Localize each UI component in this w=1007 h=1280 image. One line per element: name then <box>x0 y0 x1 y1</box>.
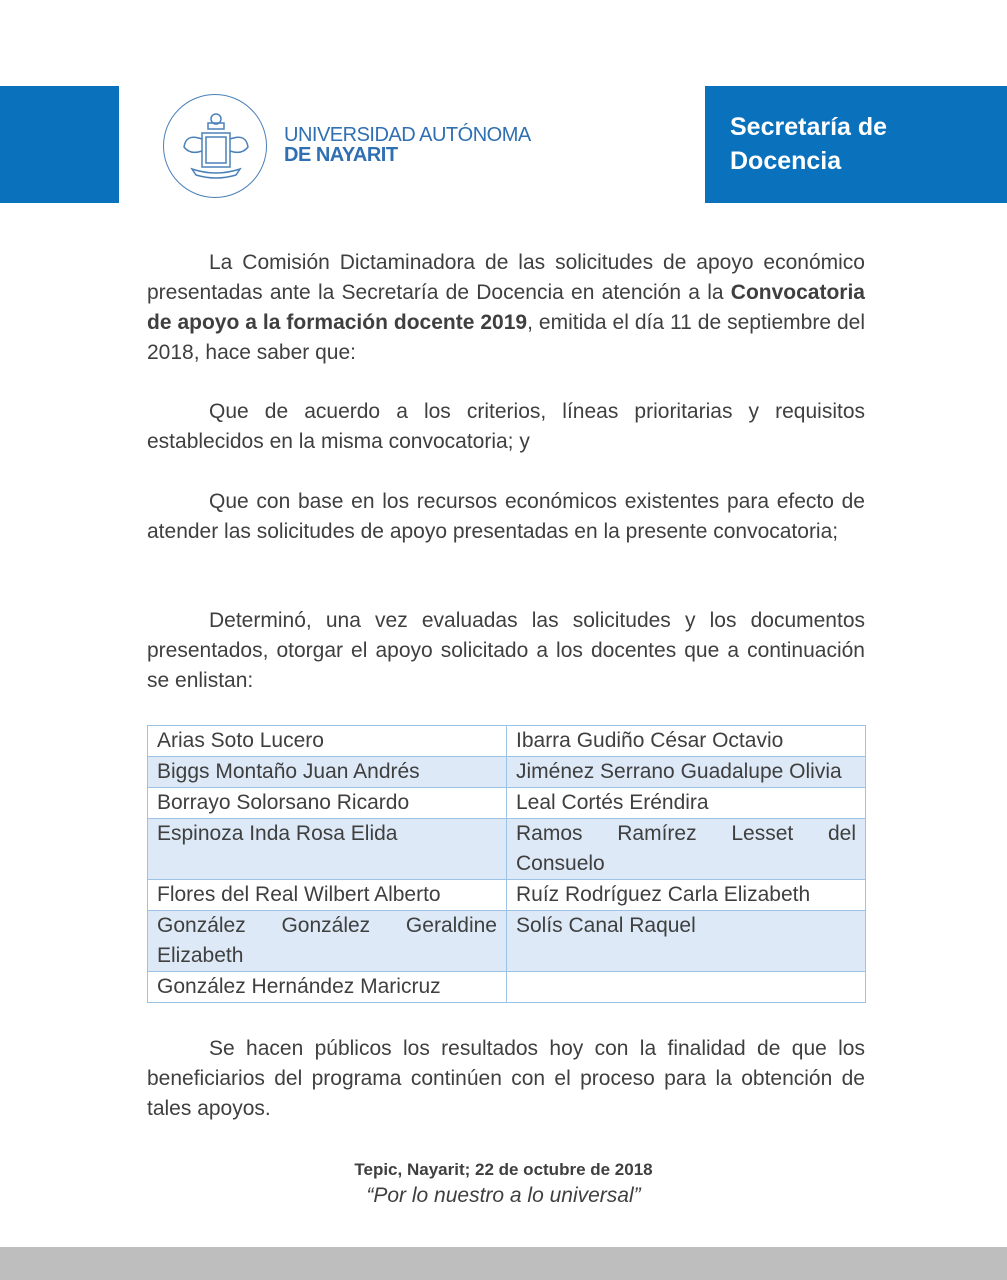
closing-paragraph: Se hacen públicos los resultados hoy con… <box>147 1034 865 1124</box>
name-cell: González González Geraldine Elizabeth <box>147 910 507 972</box>
table-row: Flores del Real Wilbert Alberto Ruíz Rodr… <box>147 879 866 911</box>
determination-text: Determinó, una vez evaluadas las solicit… <box>147 609 865 692</box>
motto: “Por lo nuestro a lo universal” <box>366 1184 641 1207</box>
closing-text: Se hacen públicos los resultados hoy con… <box>147 1037 865 1120</box>
beneficiaries-table: Arias Soto Lucero Ibarra Gudiño César Oct… <box>147 725 866 1003</box>
table-row: Arias Soto Lucero Ibarra Gudiño César Oct… <box>147 725 866 757</box>
university-name-line1: UNIVERSIDAD AUTÓNOMA <box>284 124 531 146</box>
header-accent-bar <box>0 86 119 203</box>
coat-of-arms-icon <box>183 113 249 179</box>
university-name: UNIVERSIDAD AUTÓNOMA DE NAYARIT <box>284 125 531 165</box>
name-cell: Leal Cortés Eréndira <box>506 787 866 819</box>
table-row: González Hernández Maricruz <box>147 971 866 1003</box>
table-row: Borrayo Solorsano Ricardo Leal Cortés Eré… <box>147 787 866 819</box>
department-banner: Secretaría de Docencia <box>705 86 1007 203</box>
call-name: Convocatoria de apoyo a la formación doc… <box>147 281 865 334</box>
name-cell: Ramos Ramírez Lesset del Consuelo <box>506 818 866 880</box>
table-row: Espinoza Inda Rosa Elida Ramos Ramírez Le… <box>147 818 866 880</box>
name-cell: Ibarra Gudiño César Octavio <box>506 725 866 757</box>
name-cell: González Hernández Maricruz <box>147 971 507 1003</box>
university-name-line2: DE NAYARIT <box>284 144 398 166</box>
name-cell: Espinoza Inda Rosa Elida <box>147 818 507 880</box>
criteria-paragraph: Que de acuerdo a los criterios, líneas p… <box>147 397 865 457</box>
place-date: Tepic, Nayarit; 22 de octubre de 2018 <box>354 1160 653 1179</box>
determination-paragraph: Determinó, una vez evaluadas las solicit… <box>147 606 865 696</box>
intro-text-end: , emitida el día 11 de septiembre del 20… <box>147 311 865 364</box>
table-row: Biggs Montaño Juan Andrés Jiménez Serrano… <box>147 756 866 788</box>
intro-paragraph: La Comisión Dictaminadora de las solicit… <box>147 248 865 368</box>
name-cell: Arias Soto Lucero <box>147 725 507 757</box>
name-cell: Flores del Real Wilbert Alberto <box>147 879 507 911</box>
university-seal-logo <box>163 94 267 198</box>
resources-text: Que con base en los recursos económicos … <box>147 490 865 543</box>
intro-text: La Comisión Dictaminadora de las solicit… <box>147 251 865 304</box>
name-cell: Jiménez Serrano Guadalupe Olivia <box>506 756 866 788</box>
name-cell: Biggs Montaño Juan Andrés <box>147 756 507 788</box>
department-title: Secretaría de Docencia <box>730 113 888 175</box>
resources-paragraph: Que con base en los recursos económicos … <box>147 487 865 547</box>
name-cell: Ruíz Rodríguez Carla Elizabeth <box>506 879 866 911</box>
name-cell: Borrayo Solorsano Ricardo <box>147 787 507 819</box>
criteria-text: Que de acuerdo a los criterios, líneas p… <box>147 400 865 453</box>
name-cell <box>506 971 866 1003</box>
table-row: González González Geraldine Elizabeth Sol… <box>147 910 866 972</box>
footer-bar <box>0 1247 1007 1280</box>
name-cell: Solís Canal Raquel <box>506 910 866 972</box>
